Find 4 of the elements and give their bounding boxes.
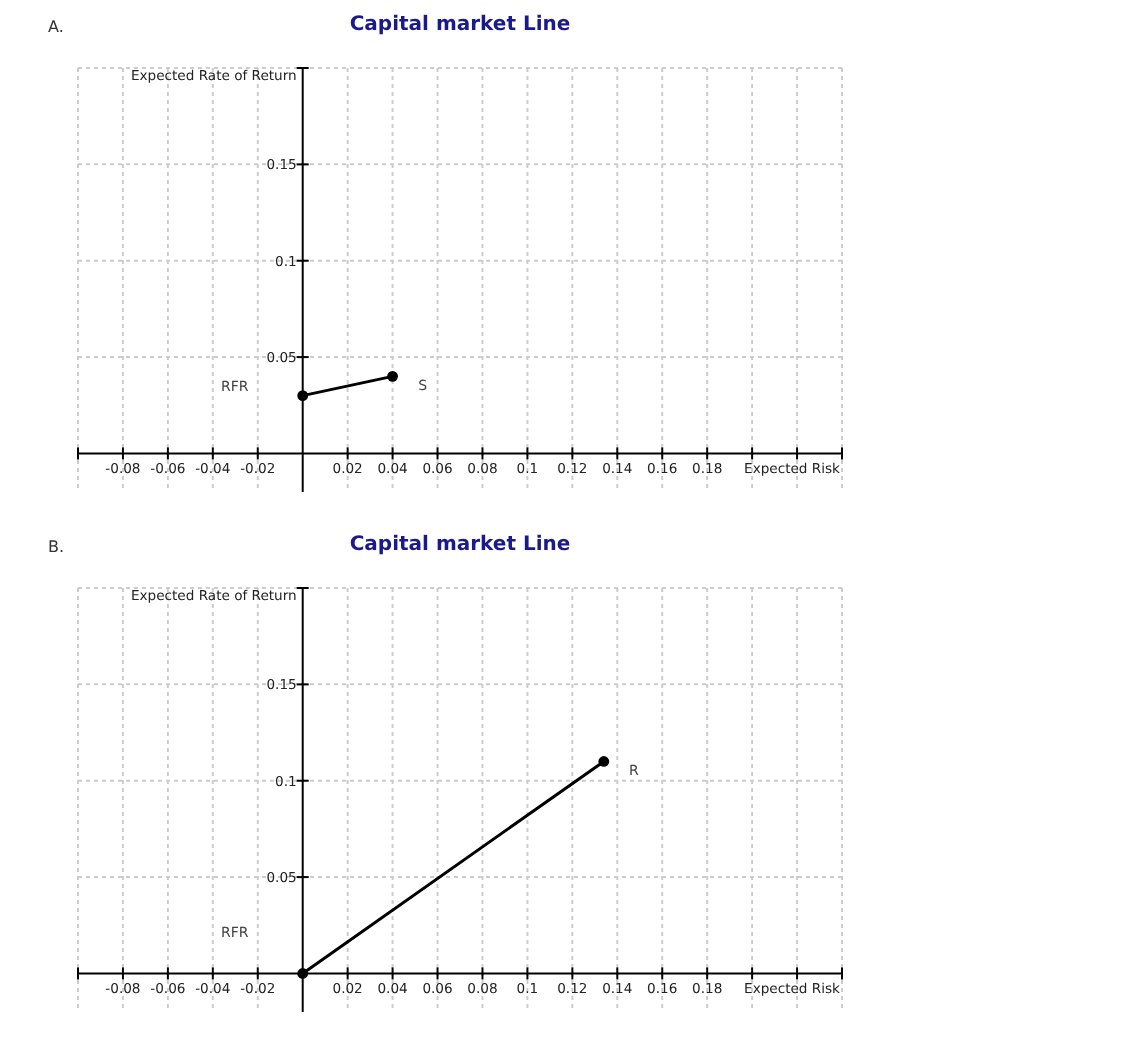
text: B. [48,538,65,556]
chart-title: Capital market Line [349,14,571,36]
text: A. [48,18,64,36]
chart-title: Capital market Line [349,534,571,556]
